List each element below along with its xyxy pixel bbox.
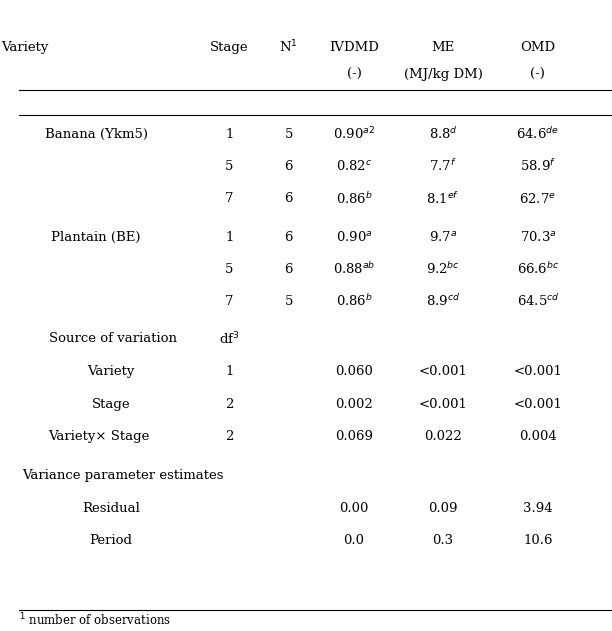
Text: 6: 6 bbox=[285, 230, 293, 244]
Text: Variety: Variety bbox=[1, 41, 48, 54]
Text: 0.0: 0.0 bbox=[343, 534, 365, 548]
Text: 9.2$^{bc}$: 9.2$^{bc}$ bbox=[426, 261, 460, 277]
Text: 1: 1 bbox=[225, 365, 234, 378]
Text: 0.90$^{a}$: 0.90$^{a}$ bbox=[335, 230, 372, 244]
Text: 1: 1 bbox=[225, 230, 234, 244]
Text: 58.9$^{f}$: 58.9$^{f}$ bbox=[520, 158, 556, 174]
Text: 0.002: 0.002 bbox=[335, 398, 373, 411]
Text: 5: 5 bbox=[285, 295, 293, 308]
Text: 0.09: 0.09 bbox=[428, 502, 458, 515]
Text: IVDMD: IVDMD bbox=[329, 41, 379, 54]
Text: Variety: Variety bbox=[87, 365, 135, 378]
Text: Source of variation: Source of variation bbox=[48, 332, 177, 345]
Text: 7: 7 bbox=[225, 295, 234, 308]
Text: 0.86$^{b}$: 0.86$^{b}$ bbox=[336, 293, 372, 309]
Text: 0.90$^{a2}$: 0.90$^{a2}$ bbox=[333, 126, 375, 143]
Text: 8.1$^{ef}$: 8.1$^{ef}$ bbox=[427, 191, 460, 206]
Text: <0.001: <0.001 bbox=[513, 365, 562, 378]
Text: <0.001: <0.001 bbox=[419, 365, 468, 378]
Text: 6: 6 bbox=[285, 160, 293, 173]
Text: ME: ME bbox=[431, 41, 455, 54]
Text: 9.7$^{a}$: 9.7$^{a}$ bbox=[429, 230, 457, 244]
Text: Variety× Stage: Variety× Stage bbox=[48, 430, 150, 444]
Text: 64.6$^{de}$: 64.6$^{de}$ bbox=[517, 126, 559, 142]
Text: 66.6$^{bc}$: 66.6$^{bc}$ bbox=[517, 261, 559, 277]
Text: 62.7$^{e}$: 62.7$^{e}$ bbox=[520, 192, 556, 206]
Text: 0.069: 0.069 bbox=[335, 430, 373, 444]
Text: OMD: OMD bbox=[520, 41, 556, 54]
Text: <0.001: <0.001 bbox=[419, 398, 468, 411]
Text: 0.86$^{b}$: 0.86$^{b}$ bbox=[336, 191, 372, 206]
Text: 8.8$^{d}$: 8.8$^{d}$ bbox=[428, 126, 457, 142]
Text: Period: Period bbox=[89, 534, 132, 548]
Text: 3.94: 3.94 bbox=[523, 502, 553, 515]
Text: 7.7$^{f}$: 7.7$^{f}$ bbox=[429, 158, 457, 174]
Text: 6: 6 bbox=[285, 192, 293, 205]
Text: 64.5$^{cd}$: 64.5$^{cd}$ bbox=[517, 293, 559, 309]
Text: 0.00: 0.00 bbox=[339, 502, 368, 515]
Text: 5: 5 bbox=[225, 262, 234, 276]
Text: 0.004: 0.004 bbox=[519, 430, 557, 444]
Text: 0.82$^{c}$: 0.82$^{c}$ bbox=[336, 160, 372, 174]
Text: N$^1$: N$^1$ bbox=[280, 39, 298, 56]
Text: Stage: Stage bbox=[92, 398, 130, 411]
Text: df$^3$: df$^3$ bbox=[219, 330, 240, 347]
Text: (MJ/kg DM): (MJ/kg DM) bbox=[403, 68, 482, 81]
Text: <0.001: <0.001 bbox=[513, 398, 562, 411]
Text: 2: 2 bbox=[225, 398, 234, 411]
Text: (-): (-) bbox=[346, 68, 362, 81]
Text: Variance parameter estimates: Variance parameter estimates bbox=[22, 469, 223, 482]
Text: 1: 1 bbox=[225, 128, 234, 141]
Text: 0.022: 0.022 bbox=[424, 430, 462, 444]
Text: 0.88$^{ab}$: 0.88$^{ab}$ bbox=[333, 261, 375, 277]
Text: 70.3$^{a}$: 70.3$^{a}$ bbox=[520, 230, 556, 244]
Text: Banana (Ykm5): Banana (Ykm5) bbox=[45, 128, 147, 141]
Text: $^1$ number of observations: $^1$ number of observations bbox=[19, 612, 171, 628]
Text: Stage: Stage bbox=[210, 41, 249, 54]
Text: 6: 6 bbox=[285, 262, 293, 276]
Text: (-): (-) bbox=[531, 68, 545, 81]
Text: 7: 7 bbox=[225, 192, 234, 205]
Text: 8.9$^{cd}$: 8.9$^{cd}$ bbox=[426, 293, 460, 309]
Text: 5: 5 bbox=[225, 160, 234, 173]
Text: 2: 2 bbox=[225, 430, 234, 444]
Text: 0.060: 0.060 bbox=[335, 365, 373, 378]
Text: Residual: Residual bbox=[82, 502, 140, 515]
Text: 0.3: 0.3 bbox=[433, 534, 453, 548]
Text: 10.6: 10.6 bbox=[523, 534, 553, 548]
Text: 5: 5 bbox=[285, 128, 293, 141]
Text: Plantain (BE): Plantain (BE) bbox=[51, 230, 141, 244]
